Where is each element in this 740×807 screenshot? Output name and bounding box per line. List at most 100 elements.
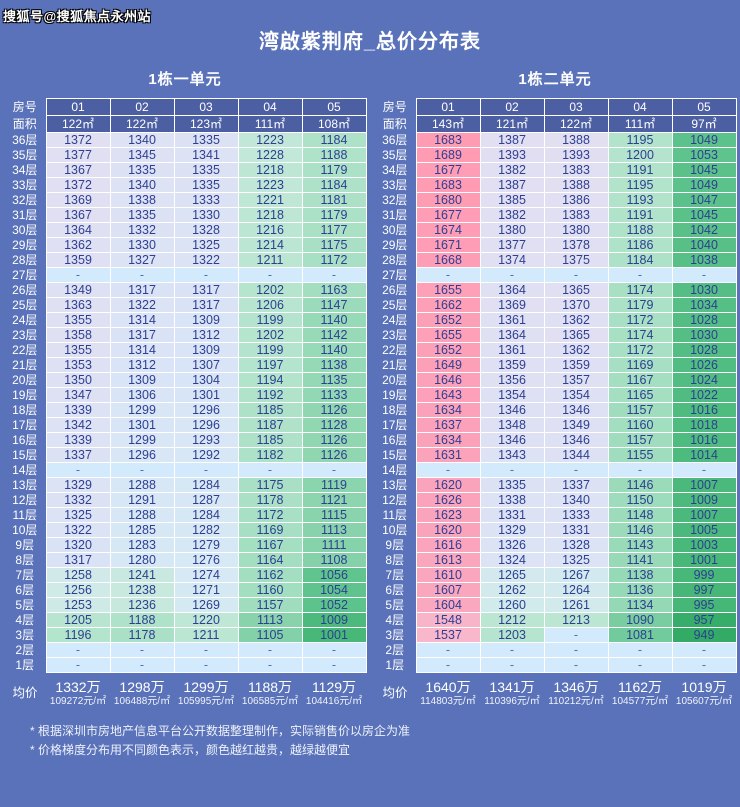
price-cell: 1182 — [237, 447, 303, 463]
floor-row: 32层 1369 1338 1333 1221 1181 — [4, 192, 367, 208]
price-cell: 1216 — [237, 222, 303, 238]
unit2-section: 1栋二单元 房号 01 02 03 04 05 面积 143㎡ 121㎡ 122㎡ 111㎡ 97㎡ 3… — [374, 68, 737, 709]
floor-row: 25层 1363 1322 1317 1206 1147 — [4, 297, 367, 313]
average-total-price: 1332万 — [55, 679, 101, 695]
price-cell: 1212 — [479, 612, 545, 628]
price-cell: 1353 — [45, 357, 111, 373]
empty-price-cell: - — [415, 267, 481, 283]
price-cell: 1260 — [479, 597, 545, 613]
empty-price-cell: - — [109, 657, 175, 673]
area-cell: 97㎡ — [671, 115, 737, 133]
floor-label: 8层 — [15, 552, 35, 567]
price-cell: 1179 — [301, 207, 367, 223]
empty-price-cell: - — [173, 267, 239, 283]
price-cell: 1335 — [479, 477, 545, 493]
price-cell: 1003 — [671, 537, 737, 553]
price-cell: 1143 — [607, 537, 673, 553]
price-cell: 1146 — [607, 477, 673, 493]
floor-row: 11层 1325 1288 1284 1172 1115 — [4, 507, 367, 523]
price-cell: 1362 — [543, 312, 609, 328]
average-unit-price: 105995元/㎡ — [177, 696, 235, 707]
price-cell: 1335 — [173, 177, 239, 193]
floor-row: 6层 1607 1262 1264 1136 997 — [374, 582, 737, 598]
price-cell: 1335 — [109, 207, 175, 223]
floor-row: 20层 1350 1309 1304 1194 1135 — [4, 372, 367, 388]
average-total-price: 1019万 — [681, 679, 727, 695]
price-cell: 1668 — [415, 252, 481, 268]
price-cell: 1178 — [237, 492, 303, 508]
empty-price-cell: - — [45, 267, 111, 283]
price-cell: 1367 — [45, 207, 111, 223]
price-cell: 1307 — [173, 357, 239, 373]
price-cell: 1218 — [237, 162, 303, 178]
price-cell: 1331 — [543, 522, 609, 538]
price-cell: 1364 — [479, 327, 545, 343]
price-cell: 1304 — [173, 372, 239, 388]
price-cell: 1689 — [415, 147, 481, 163]
area-cell: 122㎡ — [45, 115, 111, 133]
empty-price-cell: - — [173, 657, 239, 673]
price-cell: 1007 — [671, 507, 737, 523]
price-cell: 1340 — [109, 177, 175, 193]
area-cell: 122㎡ — [109, 115, 175, 133]
price-cell: 1211 — [173, 627, 239, 643]
price-cell: 1369 — [479, 297, 545, 313]
watermark-text: 搜狐号@搜狐焦点永州站 — [3, 9, 152, 24]
floor-row: 8层 1613 1324 1325 1141 1001 — [374, 552, 737, 568]
floor-label: 28层 — [12, 252, 38, 267]
floor-row: 10层 1620 1329 1331 1146 1005 — [374, 522, 737, 538]
price-cell: 1288 — [109, 507, 175, 523]
floor-row: 2层 - - - - - — [4, 642, 367, 658]
price-cell: 1016 — [671, 432, 737, 448]
price-cell: 1328 — [543, 537, 609, 553]
price-cell: 1637 — [415, 417, 481, 433]
price-cell: 1342 — [45, 417, 111, 433]
average-price-cell: 1332万 109272元/㎡ — [46, 673, 110, 709]
floor-row: 15层 1337 1296 1292 1182 1126 — [4, 447, 367, 463]
price-cell: 1172 — [237, 507, 303, 523]
price-cell: 1296 — [173, 417, 239, 433]
empty-price-cell: - — [109, 267, 175, 283]
floor-label: 29层 — [12, 237, 38, 252]
price-cell: 1134 — [607, 597, 673, 613]
price-cell: 1634 — [415, 432, 481, 448]
floor-row: 17层 1637 1348 1349 1160 1018 — [374, 417, 737, 433]
price-cell: 1361 — [479, 312, 545, 328]
floor-label: 36层 — [382, 132, 408, 147]
price-cell: 1346 — [543, 402, 609, 418]
average-price-cell: 1346万 110212元/㎡ — [544, 673, 608, 709]
empty-price-cell: - — [671, 657, 737, 673]
floor-label: 22层 — [382, 342, 408, 357]
price-cell: 1335 — [173, 132, 239, 148]
price-cell: 1157 — [237, 597, 303, 613]
price-cell: 1322 — [173, 252, 239, 268]
price-cell: 1164 — [237, 552, 303, 568]
price-cell: 1364 — [45, 222, 111, 238]
floor-label: 20层 — [382, 372, 408, 387]
floor-label: 12层 — [382, 492, 408, 507]
price-cell: 1322 — [109, 297, 175, 313]
tables-container: 1栋一单元 房号 01 02 03 04 05 面积 122㎡ 122㎡ 123㎡ 111㎡ 108㎡… — [0, 68, 740, 708]
empty-price-cell: - — [301, 462, 367, 478]
floor-label: 5层 — [15, 597, 35, 612]
price-cell: 1185 — [237, 402, 303, 418]
floor-label: 16层 — [382, 432, 408, 447]
average-unit-price: 105607元/㎡ — [675, 696, 733, 707]
floor-row: 13层 1329 1288 1284 1175 1119 — [4, 477, 367, 493]
room-number-cell: 04 — [237, 98, 303, 116]
price-cell: 1349 — [543, 417, 609, 433]
price-cell: 1312 — [109, 357, 175, 373]
floor-row: 10层 1322 1285 1282 1169 1113 — [4, 522, 367, 538]
price-cell: 1193 — [607, 192, 673, 208]
price-cell: 1241 — [109, 567, 175, 583]
area-cell: 111㎡ — [237, 115, 303, 133]
floor-label: 34层 — [12, 162, 38, 177]
price-cell: 1358 — [45, 327, 111, 343]
price-cell: 1683 — [415, 177, 481, 193]
average-price-cell: 1129万 104416元/㎡ — [302, 673, 366, 709]
price-cell: 1142 — [301, 327, 367, 343]
floor-row: 19层 1347 1306 1301 1192 1133 — [4, 387, 367, 403]
price-cell: 1382 — [479, 207, 545, 223]
price-cell: 1223 — [237, 177, 303, 193]
room-number-cell: 01 — [415, 98, 481, 116]
